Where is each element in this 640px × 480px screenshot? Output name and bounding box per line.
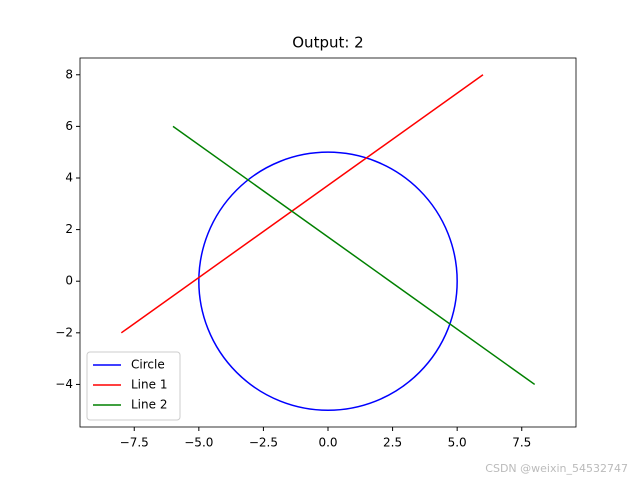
x-tick-label: −2.5	[249, 436, 278, 450]
y-tick-label: 8	[65, 67, 73, 81]
watermark: CSDN @weixin_54532747	[485, 462, 628, 475]
y-tick-label: 6	[65, 119, 73, 133]
x-tick-label: 2.5	[383, 436, 402, 450]
x-tick-label: −5.0	[184, 436, 213, 450]
plot-frame	[79, 57, 577, 428]
line	[120, 74, 484, 334]
circle	[198, 151, 458, 411]
line	[172, 125, 536, 386]
y-tick-label: −4	[55, 377, 73, 391]
legend-label: Line 1	[131, 378, 167, 392]
y-tick-label: 2	[65, 222, 73, 236]
chart-title: Output: 2	[292, 34, 363, 52]
y-tick-label: 0	[65, 274, 73, 288]
x-tick-label: 7.5	[512, 436, 531, 450]
legend-label: Circle	[131, 358, 165, 372]
x-tick-label: −7.5	[120, 436, 149, 450]
y-tick-label: −2	[55, 325, 73, 339]
x-tick-label: 0.0	[318, 436, 337, 450]
x-tick-label: 5.0	[448, 436, 467, 450]
legend-box	[86, 351, 181, 421]
legend-label: Line 2	[131, 398, 167, 412]
y-tick-label: 4	[65, 170, 73, 184]
